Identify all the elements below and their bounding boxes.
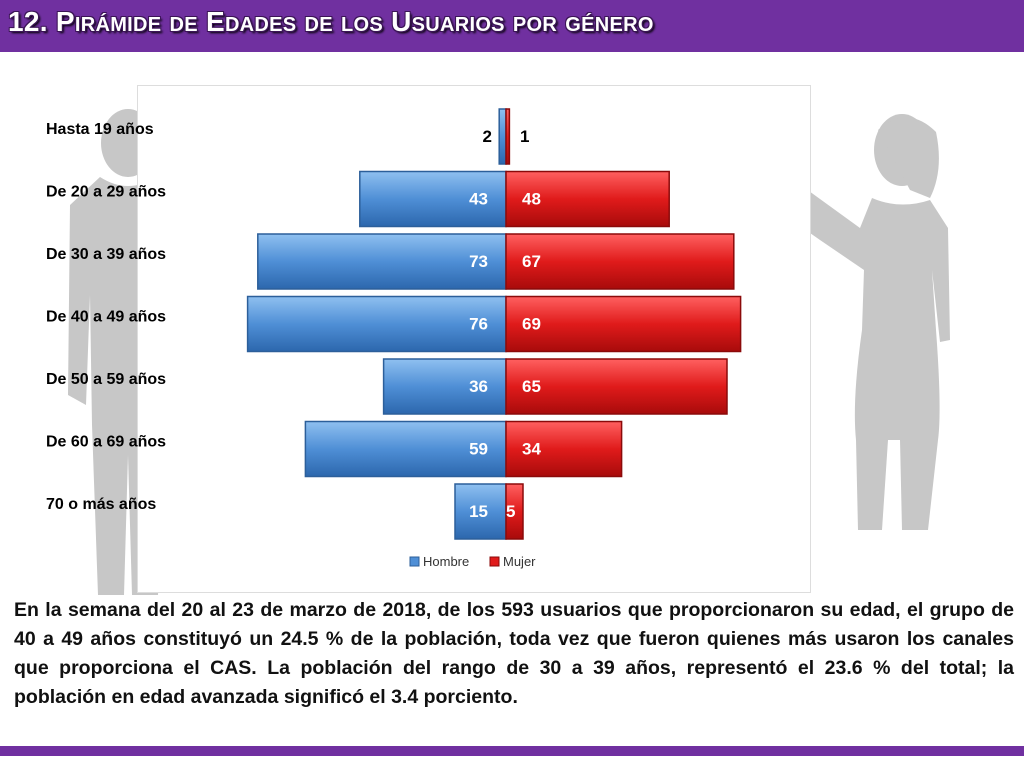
value-label-mujer: 65 xyxy=(522,377,541,396)
footer-bar xyxy=(0,746,1024,756)
legend-label-hombre: Hombre xyxy=(423,554,469,569)
value-label-mujer: 48 xyxy=(522,190,541,209)
bar-hombre xyxy=(359,170,507,228)
value-label-mujer: 69 xyxy=(522,315,541,334)
bar-hombre xyxy=(498,108,507,165)
bar-mujer xyxy=(505,170,670,228)
value-label-mujer: 67 xyxy=(522,252,541,271)
chart-plot: Hasta 19 años De 20 a 29 años De 30 a 39 a… xyxy=(46,108,742,569)
bar-mujer xyxy=(505,420,623,478)
bar-hombre xyxy=(382,358,507,415)
page-title: 12. Pirámide de Edades de los Usuarios p… xyxy=(8,6,654,37)
value-labels: 2 1 43 48 73 67 76 69 36 65 59 34 15 5 xyxy=(469,127,541,521)
category-label: De 30 a 39 años xyxy=(46,246,166,263)
age-pyramid-chart: Hasta 19 años De 20 a 29 años De 30 a 39 a… xyxy=(46,85,811,593)
value-label-mujer: 34 xyxy=(522,440,541,459)
bar-mujer xyxy=(505,295,742,353)
bar-hombre xyxy=(454,483,507,540)
bar-hombre xyxy=(304,420,507,478)
category-label: Hasta 19 años xyxy=(46,121,154,138)
value-label-hombre: 15 xyxy=(469,502,488,521)
chart-legend: Hombre Mujer xyxy=(409,554,536,569)
category-labels: Hasta 19 años De 20 a 29 años De 30 a 39 a… xyxy=(46,121,166,513)
bar-mujer xyxy=(505,483,524,540)
value-label-hombre: 2 xyxy=(483,127,492,146)
bar-mujer xyxy=(505,358,728,415)
category-label: 70 o más años xyxy=(46,496,156,513)
bar-hombre xyxy=(257,233,507,290)
category-label: De 60 a 69 años xyxy=(46,434,166,451)
category-label: De 50 a 59 años xyxy=(46,371,166,388)
category-label: De 40 a 49 años xyxy=(46,309,166,326)
value-label-hombre: 76 xyxy=(469,315,488,334)
bar-hombre xyxy=(246,295,507,353)
value-label-hombre: 36 xyxy=(469,377,488,396)
legend-label-mujer: Mujer xyxy=(503,554,536,569)
value-label-hombre: 73 xyxy=(469,252,488,271)
value-label-mujer: 1 xyxy=(520,127,529,146)
value-label-hombre: 43 xyxy=(469,190,488,209)
legend-swatch-mujer xyxy=(489,556,500,567)
value-label-hombre: 59 xyxy=(469,440,488,459)
value-label-mujer: 5 xyxy=(506,502,515,521)
woman-silhouette-image xyxy=(762,114,950,530)
bars-group xyxy=(246,108,742,540)
title-bar: 12. Pirámide de Edades de los Usuarios p… xyxy=(0,0,1024,52)
summary-paragraph: En la semana del 20 al 23 de marzo de 20… xyxy=(14,599,1014,708)
category-label: De 20 a 29 años xyxy=(46,184,166,201)
bar-mujer xyxy=(505,233,735,290)
bar-mujer xyxy=(505,108,511,165)
legend-swatch-hombre xyxy=(409,556,420,567)
